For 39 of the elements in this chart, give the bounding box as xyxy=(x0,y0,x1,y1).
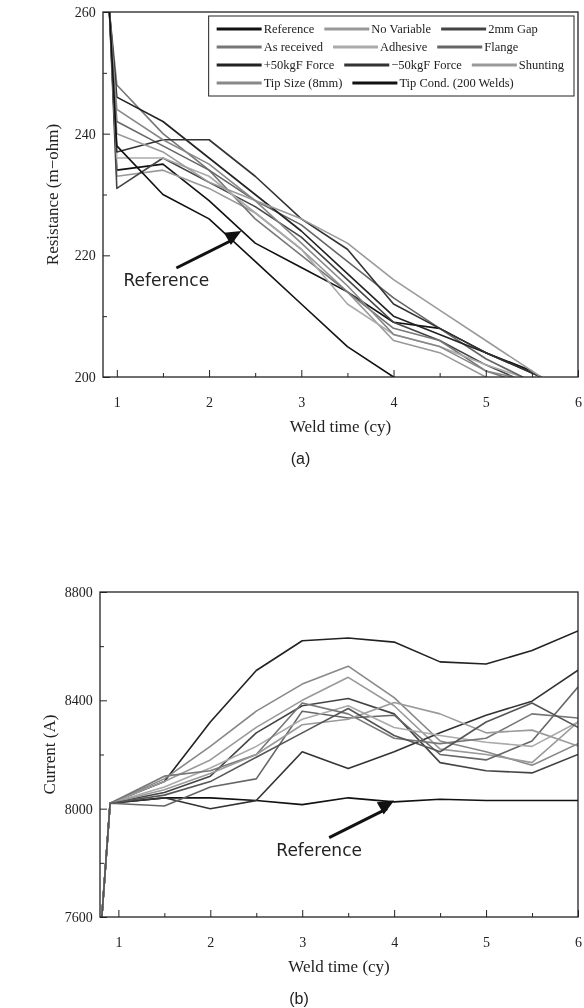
x-tick-label: 4 xyxy=(390,394,398,410)
y-tick-label: 260 xyxy=(74,4,96,20)
x-tick-label: 5 xyxy=(482,394,490,410)
annotation: Reference xyxy=(123,270,210,290)
y-axis-title: Current (A) xyxy=(40,714,59,795)
legend-label: Tip Cond. (200 Welds) xyxy=(399,76,514,90)
y-tick-label: 8400 xyxy=(64,693,93,709)
y-tick-label: 8000 xyxy=(64,801,93,817)
y-tick-label: 240 xyxy=(74,126,96,142)
x-axis-title: Weld time (cy) xyxy=(289,417,392,436)
y-tick-label: 220 xyxy=(74,248,96,264)
annotation: Reference xyxy=(276,839,362,860)
x-tick-label: 1 xyxy=(113,394,121,410)
x-tick-label: 6 xyxy=(575,934,582,950)
legend-label: +50kgF Force xyxy=(263,58,335,72)
y-tick-label: 8800 xyxy=(64,584,93,600)
legend-label: No Variable xyxy=(371,22,432,36)
x-tick-label: 1 xyxy=(115,934,123,950)
legend-label: Tip Size (8mm) xyxy=(263,76,343,90)
legend-label: Reference xyxy=(263,22,315,36)
x-tick-label: 2 xyxy=(206,394,214,410)
legend-label: Flange xyxy=(484,40,519,54)
x-tick-label: 5 xyxy=(483,934,491,950)
legend-label: −50kgF Force xyxy=(391,58,463,72)
legend-label: Adhesive xyxy=(380,40,428,54)
y-tick-label: 7600 xyxy=(64,909,93,925)
x-tick-label: 2 xyxy=(207,934,215,950)
x-tick-label: 3 xyxy=(299,934,307,950)
text: (a) xyxy=(290,450,311,467)
legend-label: Shunting xyxy=(518,58,565,72)
x-axis-title: Weld time (cy) xyxy=(288,957,390,976)
legend-label: As received xyxy=(263,40,324,54)
y-tick-label: 200 xyxy=(74,369,96,385)
text: (b) xyxy=(289,990,309,1007)
legend-label: 2mm Gap xyxy=(488,22,538,36)
x-tick-label: 6 xyxy=(575,394,582,410)
y-axis-title: Resistance (m−ohm) xyxy=(43,123,62,266)
x-tick-label: 3 xyxy=(298,394,306,410)
x-tick-label: 4 xyxy=(391,934,399,950)
